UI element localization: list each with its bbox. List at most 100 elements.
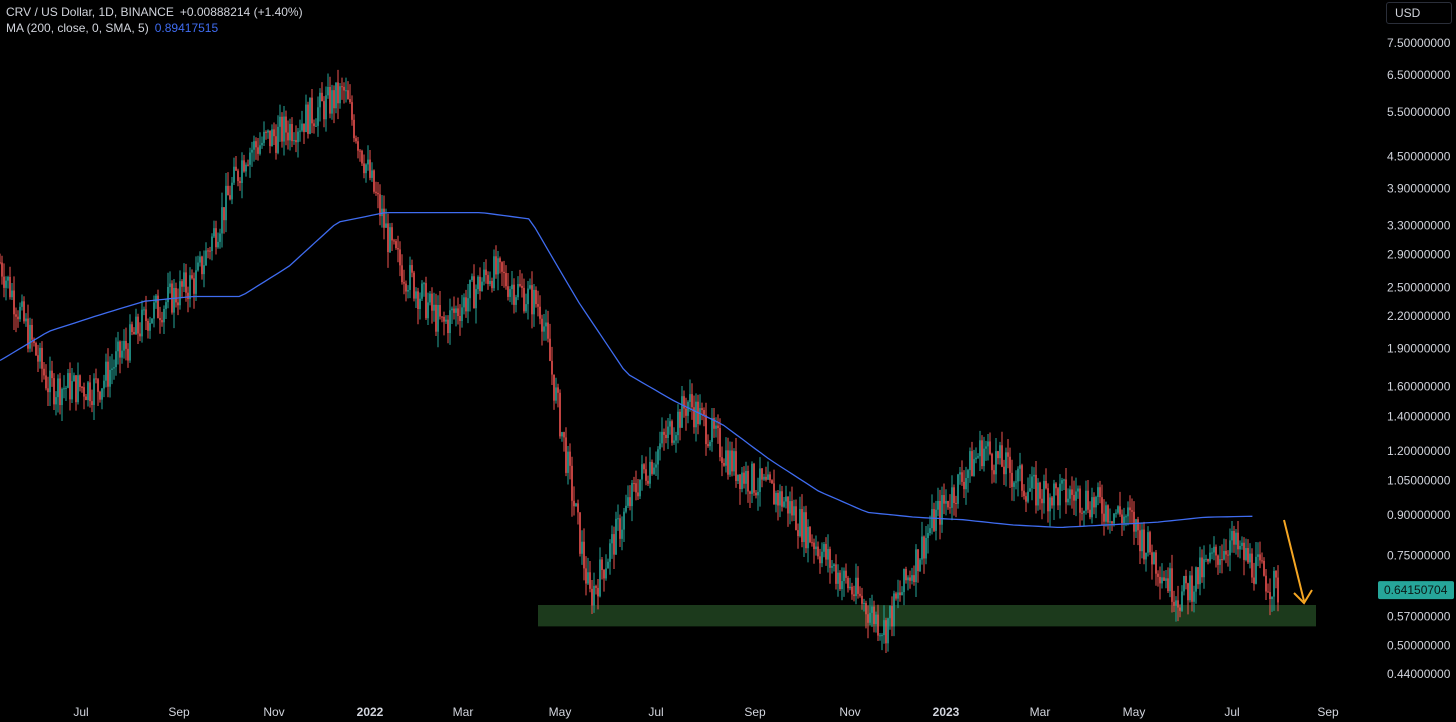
candle [959,466,961,485]
candle [1151,544,1153,580]
currency-button[interactable]: USD [1386,2,1452,24]
candle [615,511,617,555]
candle [517,276,519,301]
candle [961,460,963,486]
candle [741,466,743,493]
price-tick-label: 0.57000000 [1387,609,1451,623]
candle [77,362,79,405]
symbol-title[interactable]: CRV / US Dollar, 1D, BINANCE [6,5,174,19]
candle [141,300,143,343]
candle [739,474,741,505]
candle [381,194,383,228]
candle [671,419,673,446]
candle [1019,452,1021,482]
price-tick-label: 0.50000000 [1387,639,1451,653]
candle [839,570,841,591]
candle [675,431,677,453]
candle [865,600,867,629]
candle [21,294,23,311]
candle [1139,522,1141,565]
candle [353,114,355,143]
candle [843,567,845,597]
candle [493,249,495,291]
candle [151,318,153,324]
candle [993,464,995,483]
candle [767,461,769,480]
candle [513,278,515,314]
candle [1119,491,1121,517]
candle [759,457,761,507]
candle [117,331,119,365]
candle [313,119,315,134]
candle [885,617,887,653]
candle [621,516,623,551]
candle [995,437,997,484]
candle [1271,596,1273,612]
candle [495,245,497,279]
candle [483,262,485,286]
candle [719,418,721,462]
candle [573,486,575,516]
candle [795,499,797,531]
candle [235,155,237,171]
candle [169,271,171,294]
candle [571,456,573,517]
candle [1233,525,1235,553]
candle [871,594,873,627]
candle [1257,542,1259,567]
candle [203,250,205,288]
candle [377,182,379,209]
candle [1009,447,1011,489]
candle [0,253,1,265]
candle [643,463,645,474]
candle [583,528,585,581]
candle [681,386,683,428]
candle [1013,480,1015,502]
candle [655,451,657,476]
candle [595,584,597,595]
candle [983,436,985,472]
candle [799,496,801,538]
candle [43,362,45,380]
time-axis[interactable]: Jul Sep Nov 2022 Mar May Jul Sep Nov 2023 Mar May Ju… [73,705,1339,719]
candle [913,565,915,586]
candle [985,440,987,461]
ma-indicator-label[interactable]: MA (200, close, 0, SMA, 5) [6,21,149,35]
candle [87,381,89,407]
candle [199,251,201,267]
candle [51,360,53,387]
candle [303,123,305,144]
candle [121,340,123,364]
candle [735,438,737,488]
price-tick-label: 1.60000000 [1387,380,1451,394]
candle [315,118,317,127]
candle [109,356,111,398]
candle [557,383,559,408]
candle [1121,509,1123,536]
candle [569,443,571,480]
price-tick-label: 1.05000000 [1387,473,1451,487]
candle [449,298,451,345]
candle [563,431,565,452]
candle [181,279,183,299]
candle [787,496,789,527]
candle [415,287,417,308]
candle [949,494,951,514]
candle [469,279,471,312]
candle [1231,520,1233,553]
candle [851,582,853,600]
candle [365,163,367,183]
price-axis[interactable]: 7.50000000 6.50000000 5.50000000 4.50000000… [1378,36,1454,681]
candle [575,502,577,507]
candle [243,154,245,173]
time-tick-label: May [549,705,572,719]
candle [775,490,777,513]
candle [1101,484,1103,525]
candle [89,375,91,408]
candle [445,315,447,325]
candle [603,568,605,592]
candle [1159,566,1161,600]
candle [341,77,343,100]
